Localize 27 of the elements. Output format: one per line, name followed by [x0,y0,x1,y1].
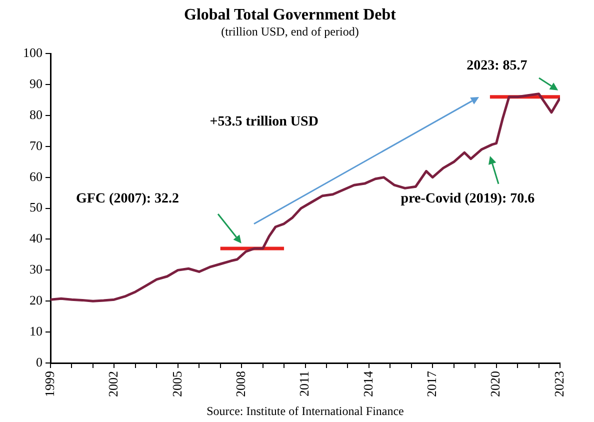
x-tick-label: 2020 [488,371,503,397]
y-tick-label: 100 [23,45,42,60]
x-tick-label: 2005 [169,371,184,397]
y-tick-label: 60 [30,168,42,184]
y-tick-label: 70 [30,138,42,153]
x-tick-label: 2023 [551,371,566,397]
annotation: GFC (2007): 32.2 [76,192,180,207]
x-tick-label: 1999 [42,371,57,397]
x-tick-label: 2002 [106,371,121,397]
annotation: +53.5 trillion USD [210,114,318,130]
y-tick-label: 0 [36,354,42,370]
source-note: Source: Institute of International Finance [206,404,404,418]
y-tick-label: 50 [30,200,42,215]
y-tick-label: 40 [30,230,42,246]
x-tick-label: 2011 [296,371,312,397]
x-tick-label: 2014 [360,370,376,397]
y-tick-label: 90 [30,76,42,91]
chart-title: Global Total Government Debt [184,6,397,24]
y-tick-label: 30 [30,262,42,277]
annotation: 2023: 85.7 [466,58,528,74]
annotation: pre-Covid (2019): 70.6 [400,192,535,207]
y-tick-label: 80 [30,106,42,122]
chart-subtitle: (trillion USD, end of period) [221,24,359,39]
x-tick-label: 2017 [424,370,440,397]
y-tick-label: 20 [30,292,42,308]
y-tick-label: 10 [30,323,42,338]
x-tick-label: 2008 [232,371,248,397]
